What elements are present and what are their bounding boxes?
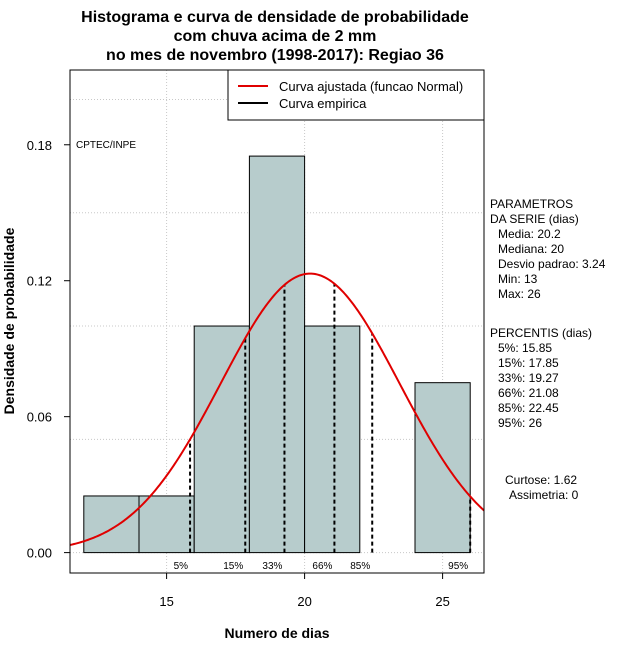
y-tick-label: 0.12: [27, 274, 52, 289]
shape-stat: Curtose: 1.62: [505, 473, 577, 487]
x-tick-label: 20: [297, 594, 311, 609]
histogram-bar: [83, 495, 140, 554]
y-tick-label: 0.18: [27, 138, 52, 153]
legend-label: Curva empirica: [279, 96, 367, 111]
parametros-item: Desvio padrao: 3.24: [498, 257, 606, 271]
x-tick-label: 15: [159, 594, 173, 609]
parametros-item: Max: 26: [498, 287, 541, 301]
parametros-header: PARAMETROS: [490, 197, 573, 211]
percentis-header: PERCENTIS (dias): [490, 326, 592, 340]
legend-box: [227, 69, 485, 121]
percentis-item: 5%: 15.85: [498, 341, 552, 355]
percentile-label: 95%: [448, 561, 468, 572]
legend: Curva ajustada (funcao Normal) Curva empi…: [227, 69, 485, 121]
normal-curve: [69, 272, 485, 546]
parametros-item: Min: 13: [498, 272, 538, 286]
y-tick-label: 0.06: [27, 410, 52, 425]
percentile-label: 85%: [350, 561, 370, 572]
parametros-item: Media: 20.2: [498, 227, 561, 241]
histogram-bar: [414, 382, 471, 554]
chart-title-line: no mes de novembro (1998-2017): Regiao 3…: [106, 47, 444, 64]
parametros-header: DA SERIE (dias): [490, 212, 579, 226]
histogram-bar: [193, 325, 250, 554]
histogram-bar: [138, 495, 195, 554]
histogram-bar: [248, 155, 306, 554]
percentile-label: 33%: [262, 561, 282, 572]
y-tick-label: 0.00: [27, 546, 52, 561]
x-tick-label: 25: [435, 594, 449, 609]
histogram-bar: [304, 325, 361, 554]
chart-title: Histograma e curva de densidade de proba…: [81, 9, 469, 64]
percentile-label: 5%: [174, 561, 189, 572]
percentis-item: 33%: 19.27: [498, 371, 559, 385]
percentis-item: 95%: 26: [498, 416, 542, 430]
chart-title-line: Histograma e curva de densidade de proba…: [81, 9, 469, 26]
percentile-lines: 5% 15% 33% 66% 85% 95%: [174, 283, 472, 572]
y-axis-title: Densidade de probabilidade: [1, 227, 17, 414]
normal-curve-line: [69, 272, 485, 546]
percentis-item: 66%: 21.08: [498, 386, 559, 400]
shape-stat: Assimetria: 0: [509, 488, 579, 502]
percentile-label: 15%: [223, 561, 243, 572]
percentis-item: 85%: 22.45: [498, 401, 559, 415]
histogram-bars: [83, 155, 471, 554]
legend-label: Curva ajustada (funcao Normal): [279, 79, 463, 94]
chart-title-line: com chuva acima de 2 mm: [174, 28, 377, 45]
parametros-item: Mediana: 20: [498, 242, 564, 256]
percentile-label: 66%: [312, 561, 332, 572]
axes: 15 20 25 0.00 0.06 0.12 0.18 Numero de dias Dens…: [1, 138, 450, 641]
x-axis-title: Numero de dias: [224, 625, 329, 641]
credit-label: CPTEC/INPE: [76, 140, 136, 151]
percentis-item: 15%: 17.85: [498, 356, 559, 370]
